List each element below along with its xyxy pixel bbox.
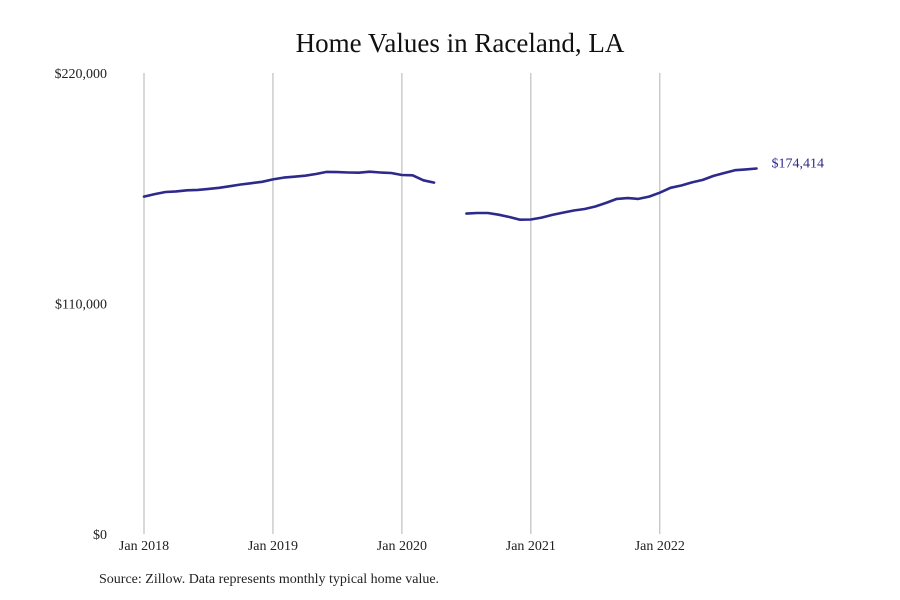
- x-tick-label: Jan 2018: [119, 539, 169, 554]
- y-tick-label: $0: [93, 528, 107, 543]
- y-tick-label: $220,000: [55, 67, 108, 82]
- y-axis-tick-labels: $0 $110,000 $220,000: [55, 67, 108, 543]
- source-note: Source: Zillow. Data represents monthly …: [99, 572, 440, 587]
- vertical-gridlines: [143, 73, 661, 534]
- x-tick-label: Jan 2019: [248, 539, 298, 554]
- x-axis-tick-labels: Jan 2018 Jan 2019 Jan 2020 Jan 2021 Jan 2022: [119, 539, 685, 554]
- x-tick-label: Jan 2021: [506, 539, 556, 554]
- line-segment-2: [465, 167, 758, 221]
- home-value-line: [142, 167, 758, 221]
- x-tick-label: Jan 2022: [635, 539, 685, 554]
- latest-value-label: $174,414: [772, 157, 825, 172]
- line-segment-1: [142, 170, 436, 198]
- x-tick-label: Jan 2020: [377, 539, 427, 554]
- y-tick-label: $110,000: [55, 298, 107, 313]
- chart-title: Home Values in Raceland, LA: [296, 28, 625, 58]
